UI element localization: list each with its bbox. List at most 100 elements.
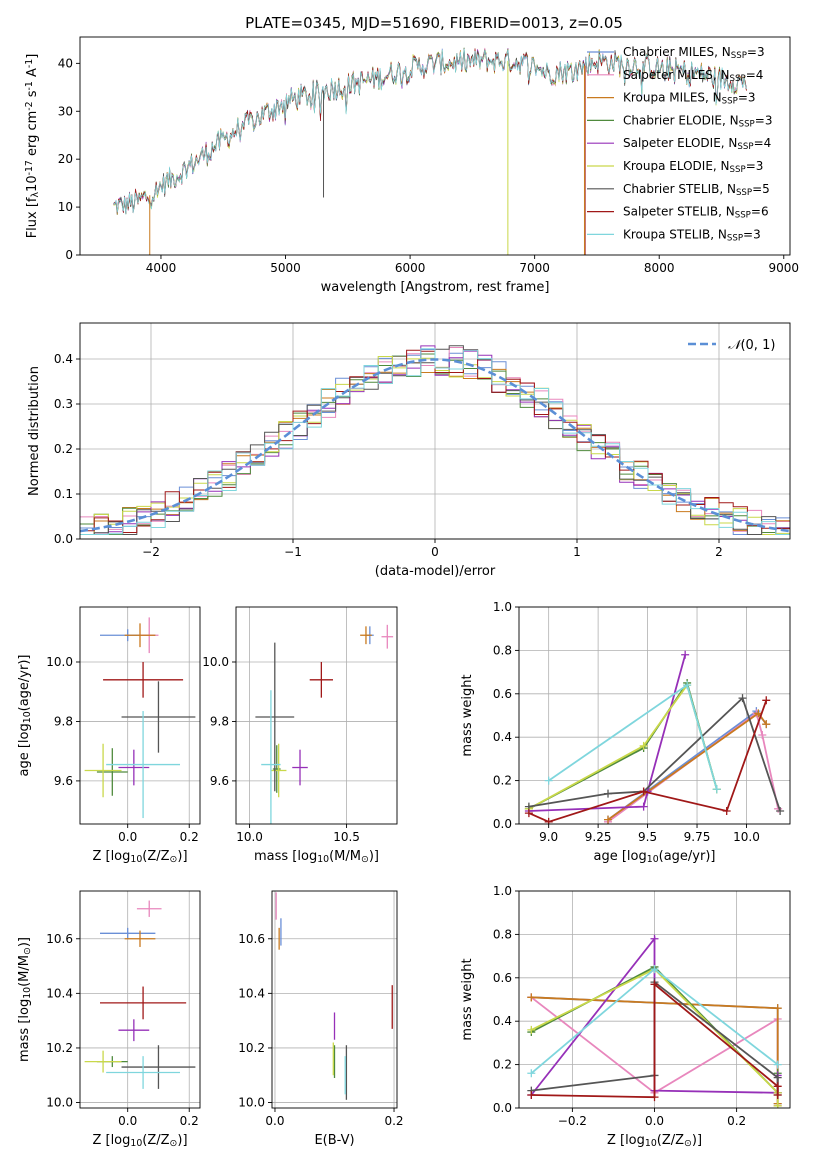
weight-marker-chabrier_stelib xyxy=(604,789,613,798)
weight-marker-kroupa_elodie xyxy=(773,1101,782,1108)
y-axis-label: Flux [fλ10-17 erg cm-2 s-1 A-1] xyxy=(24,54,41,239)
y-tick-label: 10.2 xyxy=(46,1041,73,1055)
x-tick-label: 0.2 xyxy=(727,1114,746,1128)
axes-frames xyxy=(80,323,790,1109)
x-tick-label: 0.2 xyxy=(180,1114,199,1128)
y-tick-label: 10 xyxy=(58,200,73,214)
x-tick-label: 0.0 xyxy=(118,1114,137,1128)
x-tick-label: 10.0 xyxy=(733,830,760,844)
x-tick-label: 0.2 xyxy=(180,830,199,844)
y-tick-label: 0.0 xyxy=(54,532,73,546)
axes-plot-area xyxy=(255,624,394,824)
weight-line-chabrier_elodie xyxy=(528,680,718,810)
y-axis-label: age [log10(age/yr)] xyxy=(17,655,33,777)
weight-marker-chabrier_stelib xyxy=(738,694,747,703)
y-tick-label: 0.0 xyxy=(493,817,512,831)
weight-marker-salpeter_stelib xyxy=(524,809,533,818)
y-tick-label: 9.6 xyxy=(210,774,229,788)
legend-label-salpeter_stelib: Salpeter STELIB, NSSP=6 xyxy=(623,205,769,221)
plot-text: 4000 5000 6000 7000 8000 9000010203040wavelen… xyxy=(17,14,799,1149)
x-tick-label: 5000 xyxy=(270,261,301,275)
weight-marker-salpeter_stelib xyxy=(762,696,771,705)
y-tick-label: 0.4 xyxy=(493,1014,512,1028)
axes-frame xyxy=(271,890,398,1109)
y-tick-label: 10.0 xyxy=(46,655,73,669)
weight-marker-kroupa_miles xyxy=(773,1004,782,1013)
legend-label-salpeter_miles: Salpeter MILES, NSSP=4 xyxy=(623,68,763,84)
weight-line-salpeter_elodie xyxy=(528,654,687,812)
axes-frame xyxy=(79,606,201,825)
x-tick-label: 0.0 xyxy=(265,1114,284,1128)
y-tick-label: 10.6 xyxy=(46,932,73,946)
x-axis-label: (data-model)/error xyxy=(375,564,496,579)
y-tick-label: 9.6 xyxy=(54,774,73,788)
plot-content xyxy=(80,47,790,1108)
weight-marker-kroupa_elodie xyxy=(639,741,648,750)
weight-marker-salpeter_stelib xyxy=(650,980,659,989)
legend-label-chabrier_miles: Chabrier MILES, NSSP=3 xyxy=(623,45,765,61)
y-tick-label: 10.6 xyxy=(238,932,265,946)
legend-label-salpeter_elodie: Salpeter ELODIE, NSSP=4 xyxy=(623,136,771,152)
y-axis-label: mass weight xyxy=(460,674,475,756)
y-tick-label: 0.2 xyxy=(493,1058,512,1072)
weight-line-kroupa_elodie xyxy=(528,683,718,810)
weight-marker-kroupa_stelib xyxy=(650,965,659,974)
weight-marker-kroupa_miles xyxy=(527,993,536,1002)
x-tick-label: 7000 xyxy=(519,261,550,275)
weight-marker-kroupa_miles xyxy=(604,815,613,824)
y-tick-label: 0.8 xyxy=(493,927,512,941)
y-tick-label: 10.2 xyxy=(238,1041,265,1055)
weight-marker-kroupa_miles xyxy=(762,720,771,729)
x-tick-label: 2 xyxy=(715,545,723,559)
legend-label-kroupa_miles: Kroupa MILES, NSSP=3 xyxy=(623,91,756,107)
y-tick-label: 9.8 xyxy=(210,714,229,728)
x-axis-label: age [log10(age/yr)] xyxy=(594,849,716,865)
x-tick-label: 6000 xyxy=(395,261,426,275)
y-tick-label: 10.0 xyxy=(238,1096,265,1110)
x-tick-label: 0.2 xyxy=(384,1114,403,1128)
y-tick-label: 0.0 xyxy=(493,1101,512,1115)
legend-label-kroupa_stelib: Kroupa STELIB, NSSP=3 xyxy=(623,227,761,243)
x-tick-label: 4000 xyxy=(146,261,177,275)
y-tick-label: 10.0 xyxy=(46,1096,73,1110)
weight-marker-kroupa_stelib xyxy=(773,1060,782,1069)
y-tick-label: 0.1 xyxy=(54,487,73,501)
y-tick-label: 10.4 xyxy=(238,986,265,1000)
x-tick-label: −2 xyxy=(142,545,160,559)
y-tick-label: 20 xyxy=(58,152,73,166)
x-tick-label: 10.5 xyxy=(333,830,360,844)
x-axis-label: mass [log10(M/M⊙)] xyxy=(254,849,379,865)
spectrum-line-kroupa_stelib xyxy=(113,48,747,215)
axes-plot-area xyxy=(84,617,196,819)
weight-marker-salpeter_elodie xyxy=(639,802,648,811)
x-tick-label: 1 xyxy=(573,545,581,559)
y-tick-label: 40 xyxy=(58,56,73,70)
axes-frame xyxy=(79,890,201,1109)
weight-marker-salpeter_stelib xyxy=(527,1090,536,1099)
axes-plot-area xyxy=(524,650,785,824)
y-tick-label: 10.4 xyxy=(46,986,73,1000)
legend-label-chabrier_stelib: Chabrier STELIB, NSSP=5 xyxy=(623,182,770,198)
normal-curve xyxy=(80,358,790,533)
x-tick-label: 0.0 xyxy=(645,1114,664,1128)
x-tick-label: 0.0 xyxy=(118,830,137,844)
x-tick-label: −1 xyxy=(284,545,302,559)
x-tick-label: 9.75 xyxy=(684,830,711,844)
y-tick-label: 9.8 xyxy=(54,714,73,728)
weight-marker-kroupa_stelib xyxy=(544,776,553,785)
legend-label-normal: 𝒩(0, 1) xyxy=(728,338,775,353)
y-axis-label: mass [log10(M/M⊙)] xyxy=(17,937,33,1062)
y-tick-label: 0.6 xyxy=(493,971,512,985)
y-tick-label: 1.0 xyxy=(493,884,512,898)
weight-marker-kroupa_stelib xyxy=(527,1069,536,1078)
x-axis-label: Z [log10(Z/Z⊙)] xyxy=(92,849,187,865)
weight-marker-kroupa_stelib xyxy=(683,681,692,690)
x-tick-label: 9.5 xyxy=(638,830,657,844)
weight-marker-salpeter_stelib xyxy=(773,1082,782,1091)
x-axis-label: wavelength [Angstrom, rest frame] xyxy=(321,280,550,295)
weight-marker-salpeter_elodie xyxy=(650,934,659,943)
y-tick-label: 0.2 xyxy=(493,774,512,788)
weight-marker-salpeter_stelib xyxy=(773,1090,782,1099)
axes-plot-area xyxy=(80,345,790,535)
x-tick-label: 9.25 xyxy=(585,830,612,844)
